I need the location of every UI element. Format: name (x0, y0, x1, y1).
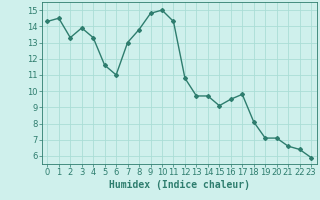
X-axis label: Humidex (Indice chaleur): Humidex (Indice chaleur) (109, 180, 250, 190)
